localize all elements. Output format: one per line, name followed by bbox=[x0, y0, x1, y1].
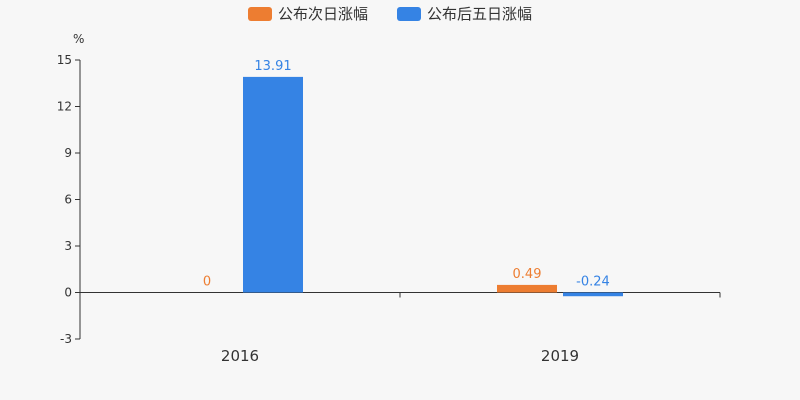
bars bbox=[243, 76, 623, 297]
y-axis-unit: % bbox=[73, 32, 84, 46]
y-tick-label: 12 bbox=[57, 100, 72, 114]
axes: -3 0 3 6 9 12 15 2016 2019 bbox=[57, 53, 721, 365]
data-label-series-1: 0 bbox=[203, 275, 211, 290]
bar-series-2[interactable] bbox=[243, 76, 303, 293]
y-tick-label: 3 bbox=[64, 239, 72, 253]
legend-swatch-series-2[interactable] bbox=[397, 7, 421, 21]
bar-series-2[interactable] bbox=[563, 292, 623, 297]
legend-label-series-2[interactable]: 公布后五日涨幅 bbox=[427, 5, 532, 23]
legend-label-series-1[interactable]: 公布次日涨幅 bbox=[278, 5, 368, 23]
y-tick-label: -3 bbox=[60, 332, 72, 346]
bar-series-1[interactable] bbox=[497, 284, 557, 293]
data-label-series-2: -0.24 bbox=[576, 275, 610, 290]
x-category-label: 2019 bbox=[541, 347, 579, 365]
data-label-series-1: 0.49 bbox=[513, 267, 542, 282]
y-tick-label: 9 bbox=[64, 146, 72, 160]
data-label-series-2: 13.91 bbox=[254, 59, 291, 74]
legend-swatch-series-1[interactable] bbox=[248, 7, 272, 21]
x-category-label: 2016 bbox=[221, 347, 259, 365]
y-tick-label: 15 bbox=[57, 53, 72, 67]
legend: 公布次日涨幅 公布后五日涨幅 bbox=[248, 5, 532, 23]
y-tick-label: 0 bbox=[64, 286, 72, 300]
y-tick-label: 6 bbox=[64, 193, 72, 207]
data-labels: 0 13.91 0.49 -0.24 bbox=[203, 59, 610, 290]
